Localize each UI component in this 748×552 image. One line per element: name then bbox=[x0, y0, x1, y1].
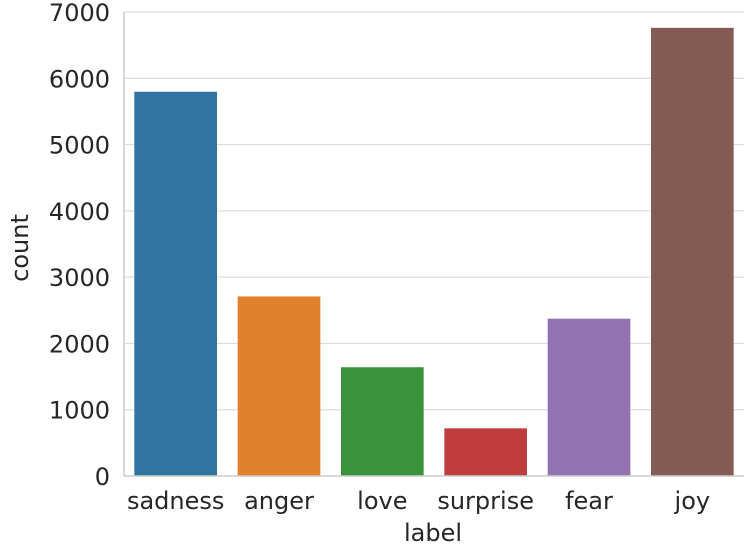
y-tick-label: 7000 bbox=[49, 0, 110, 27]
y-tick-label: 0 bbox=[95, 463, 110, 491]
bar-joy bbox=[651, 27, 734, 476]
x-axis-label: label bbox=[404, 519, 462, 547]
y-tick-label: 5000 bbox=[49, 132, 110, 160]
axes bbox=[123, 12, 744, 477]
y-tick-label: 1000 bbox=[49, 397, 110, 425]
x-tick-label: joy bbox=[674, 487, 711, 515]
y-axis-label: count bbox=[6, 214, 34, 282]
bar-love bbox=[341, 367, 424, 476]
x-tick-label: sadness bbox=[127, 487, 224, 515]
gridlines bbox=[124, 11, 744, 411]
bar-fear bbox=[547, 318, 631, 476]
bar-sadness bbox=[134, 91, 217, 477]
x-tick-label: fear bbox=[565, 487, 613, 515]
x-tick-labels: sadness anger love surprise fear joy bbox=[127, 487, 710, 515]
x-tick-label: surprise bbox=[437, 487, 534, 515]
y-tick-labels: 0 1000 2000 3000 4000 5000 6000 7000 bbox=[49, 0, 110, 491]
bar-anger bbox=[237, 296, 321, 476]
bars bbox=[134, 27, 734, 477]
x-tick-label: anger bbox=[244, 487, 314, 515]
x-tick-label: love bbox=[357, 487, 407, 515]
bar-surprise bbox=[444, 428, 527, 476]
y-tick-label: 6000 bbox=[49, 65, 110, 93]
y-tick-label: 2000 bbox=[49, 330, 110, 358]
y-tick-label: 3000 bbox=[49, 264, 110, 292]
y-tick-label: 4000 bbox=[49, 198, 110, 226]
